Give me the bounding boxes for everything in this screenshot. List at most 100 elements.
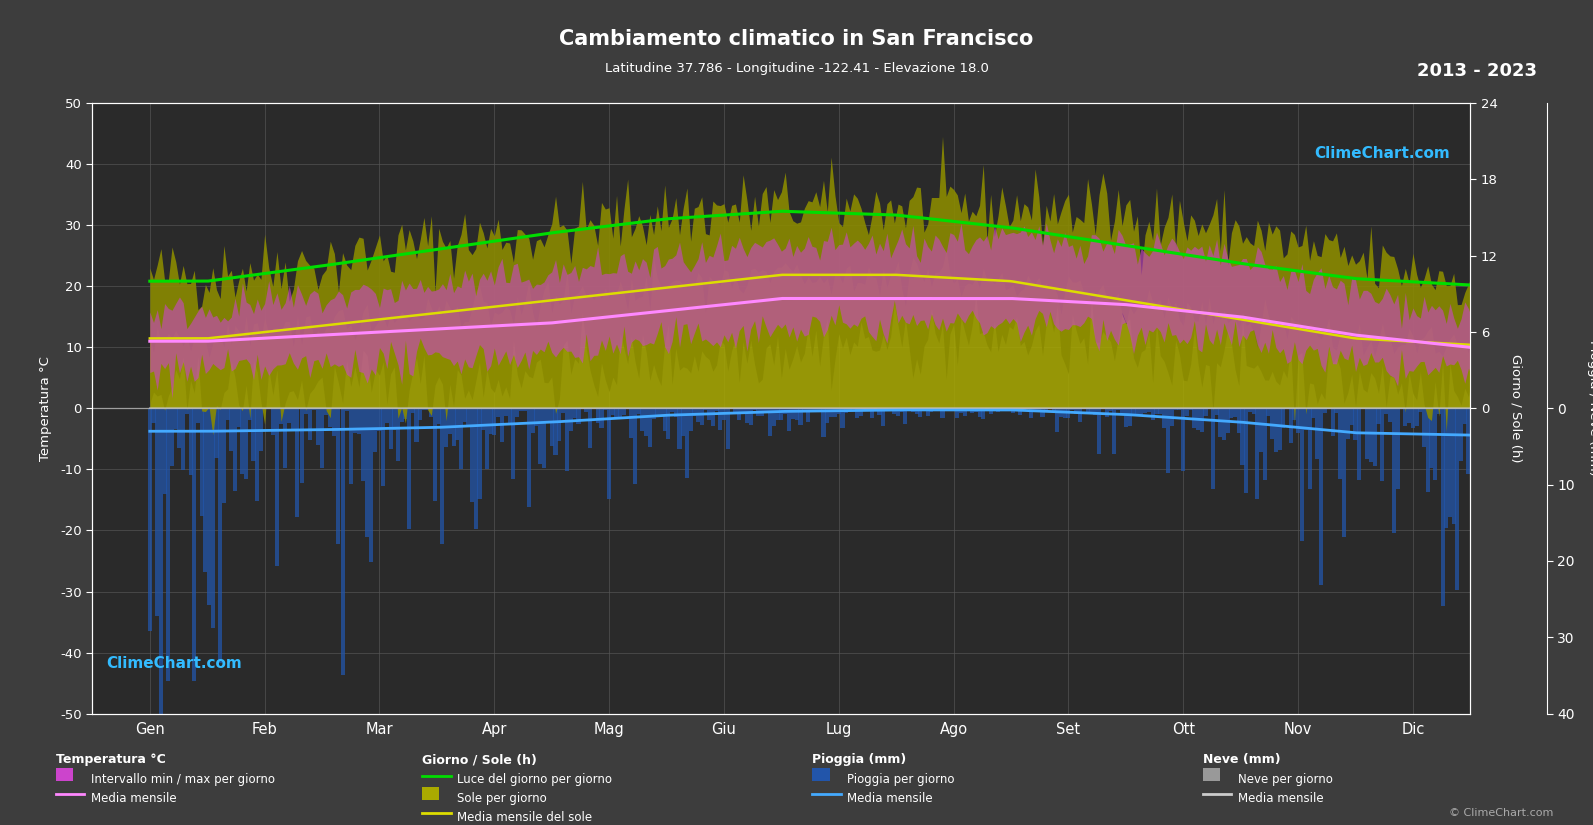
Bar (771, 408, 776, 426)
Bar (1029, 408, 1034, 418)
Bar (1023, 408, 1026, 412)
Bar (1357, 408, 1362, 479)
Bar (436, 408, 441, 423)
Text: Media mensile: Media mensile (1238, 792, 1324, 805)
Bar (806, 408, 811, 422)
Bar (1059, 408, 1063, 417)
Bar (855, 408, 859, 417)
Bar (1462, 408, 1467, 423)
Bar (878, 408, 881, 415)
Bar (188, 408, 193, 475)
Bar (959, 408, 964, 413)
Bar (373, 408, 378, 452)
Bar (429, 408, 433, 417)
Bar (741, 408, 746, 412)
Bar (1034, 408, 1037, 411)
Bar (671, 408, 674, 412)
Bar (1230, 408, 1233, 418)
Bar (1233, 408, 1238, 417)
Text: Pioggia per giorno: Pioggia per giorno (847, 773, 954, 786)
Bar (1440, 408, 1445, 606)
Bar (911, 408, 914, 412)
Bar (1504, 408, 1507, 440)
Bar (1136, 408, 1139, 415)
Bar (803, 408, 806, 411)
Bar (585, 408, 588, 412)
Bar (629, 408, 634, 438)
Bar (284, 408, 287, 468)
Bar (425, 408, 430, 410)
Bar (640, 408, 645, 431)
Bar (1399, 408, 1403, 409)
Bar (307, 408, 312, 440)
Bar (572, 408, 577, 418)
Bar (1395, 408, 1400, 489)
Bar (470, 408, 475, 502)
Bar (148, 408, 151, 630)
Bar (193, 408, 196, 681)
Bar (344, 408, 349, 411)
Bar (1185, 408, 1188, 416)
Bar (523, 408, 527, 411)
Bar (1474, 408, 1478, 500)
Bar (1515, 408, 1518, 515)
Bar (1174, 408, 1177, 410)
Bar (392, 408, 397, 430)
Bar (588, 408, 593, 448)
Bar (1470, 408, 1474, 502)
Bar (1214, 408, 1219, 416)
Bar (1037, 408, 1040, 412)
Bar (204, 408, 207, 573)
Text: Temperatura °C: Temperatura °C (56, 753, 166, 766)
Bar (881, 408, 886, 427)
Bar (688, 408, 693, 431)
Bar (558, 408, 561, 441)
Bar (448, 408, 452, 434)
Bar (1429, 408, 1434, 468)
Bar (1169, 408, 1174, 427)
Bar (357, 408, 362, 434)
Bar (546, 408, 550, 422)
Bar (1247, 408, 1252, 412)
Bar (1200, 408, 1204, 432)
Bar (892, 408, 897, 414)
Bar (1300, 408, 1305, 541)
Bar (1507, 408, 1512, 563)
Bar (632, 408, 637, 483)
Bar (666, 408, 671, 439)
Bar (215, 408, 218, 458)
Bar (534, 408, 538, 427)
Bar (1128, 408, 1131, 426)
Bar (996, 408, 1000, 412)
Bar (1448, 408, 1451, 516)
Text: Intervallo min / max per giorno: Intervallo min / max per giorno (91, 773, 276, 786)
Bar (718, 408, 722, 430)
Text: ClimeChart.com: ClimeChart.com (107, 656, 242, 671)
Bar (542, 408, 546, 468)
Bar (610, 408, 615, 415)
Bar (1456, 408, 1459, 590)
Bar (1177, 408, 1182, 410)
Bar (484, 408, 489, 469)
Bar (707, 408, 710, 420)
Bar (162, 408, 167, 494)
Bar (320, 408, 323, 468)
Bar (444, 408, 448, 447)
Text: Giorno / Sole (h): Giorno / Sole (h) (422, 753, 537, 766)
Bar (1093, 408, 1098, 415)
Bar (962, 408, 967, 416)
Bar (699, 408, 704, 425)
Bar (1311, 408, 1316, 417)
Bar (1051, 408, 1056, 412)
Bar (1112, 408, 1117, 454)
Bar (1244, 408, 1249, 493)
Bar (1338, 408, 1343, 479)
Bar (822, 408, 825, 437)
Bar (255, 408, 260, 501)
Bar (411, 408, 414, 413)
Bar (1368, 408, 1373, 462)
Bar (956, 408, 959, 417)
Bar (467, 408, 470, 427)
Bar (196, 408, 201, 423)
Bar (817, 408, 822, 412)
